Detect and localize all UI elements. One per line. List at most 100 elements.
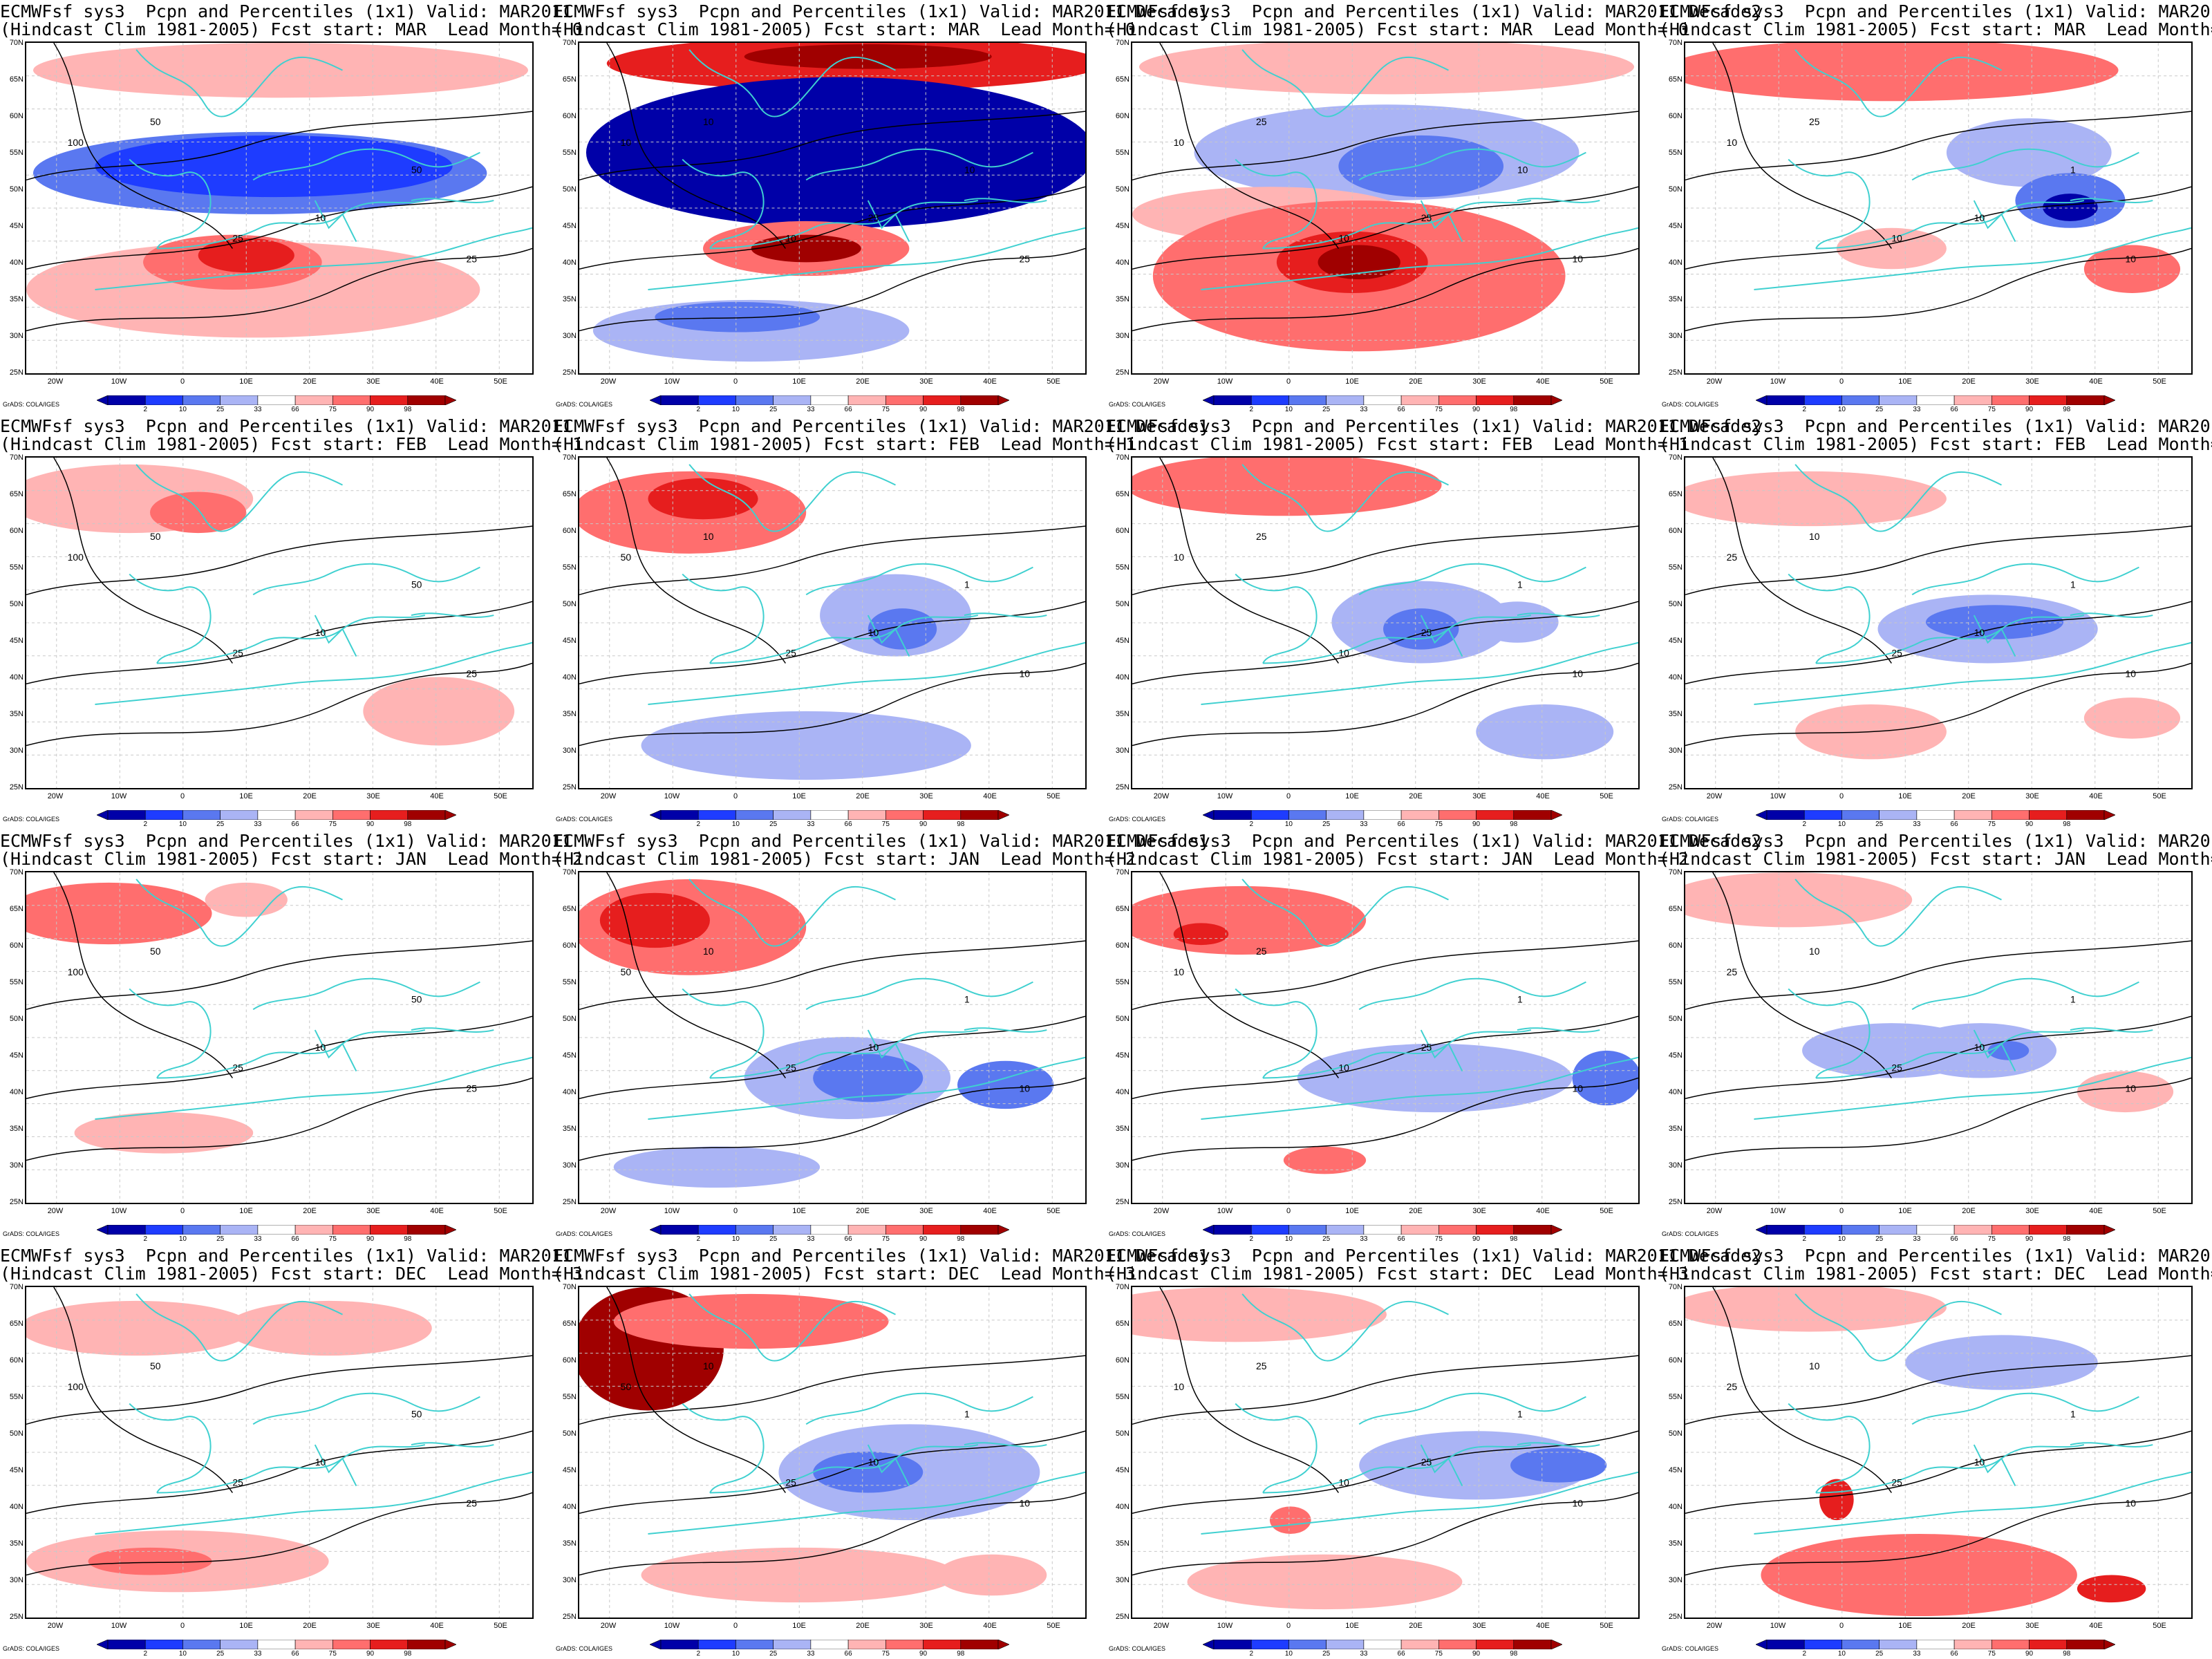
contour-label: 25 (1421, 627, 1432, 638)
latitude-tick-label: 35N (1115, 295, 1130, 303)
anomaly-region (641, 711, 971, 780)
latitude-tick-label: 35N (1115, 710, 1130, 718)
colorbar-segment (1916, 1225, 1955, 1235)
latitude-tick-label: 70N (562, 453, 577, 462)
colorbar-segment (144, 395, 183, 405)
climatology-contour (1685, 1492, 2191, 1576)
map-panel: ECMWFsf sys3 Pcpn and Percentiles (1x1) … (1659, 830, 2212, 1244)
longitude-tick-label: 40E (2089, 1622, 2103, 1630)
anomaly-region (1819, 1479, 1854, 1521)
colorbar-segment (885, 1225, 924, 1235)
colorbar-segment (1250, 810, 1289, 820)
climatology-contour (1685, 1355, 2191, 1425)
colorbar-tick-label: 75 (881, 406, 890, 413)
coastline (1201, 641, 1638, 705)
colorbar-tick-label: 66 (1950, 406, 1958, 413)
longitude-tick-label: 10E (1898, 377, 1912, 386)
colorbar-tick-label: 98 (1510, 821, 1518, 828)
anomaly-region (586, 77, 1085, 228)
latitude-tick-label: 45N (1668, 222, 1683, 230)
latitude-tick-label: 70N (9, 868, 24, 877)
colorbar-tick-label: 75 (881, 821, 890, 828)
latitude-tick-label: 35N (562, 295, 577, 303)
climatology-contour (1685, 525, 2191, 596)
colorbar-tick-label: 10 (731, 821, 740, 828)
colorbar-segment (1326, 1225, 1365, 1235)
coastline (156, 615, 426, 664)
latitude-tick-label: 55N (1668, 149, 1683, 157)
anomaly-region (1905, 1023, 2057, 1078)
anomaly-region (225, 1300, 432, 1356)
climatology-contour (26, 525, 532, 596)
contour-label: 25 (785, 1062, 796, 1074)
colorbar-segment (1250, 1640, 1289, 1649)
anomaly-region (1187, 1554, 1463, 1610)
colorbar-tick-label: 90 (366, 1650, 375, 1658)
coastline (1262, 1444, 1532, 1494)
colorbar-segment (1513, 1640, 1552, 1649)
longitude-tick-label: 10E (1345, 1622, 1359, 1630)
colorbar-arrow-high (444, 1225, 456, 1235)
longitude-tick-label: 10W (1770, 792, 1786, 800)
contour-label: 25 (1891, 1477, 1902, 1488)
latitude-tick-label: 25N (562, 368, 577, 377)
contour-label: 100 (68, 1381, 84, 1392)
colorbar-tick-label: 10 (1837, 821, 1846, 828)
coastline (709, 200, 979, 250)
colorbar-segment (257, 395, 296, 405)
climatology-contour (53, 1287, 233, 1493)
colorbar-segment (1326, 1640, 1365, 1649)
colorbar-segment (2029, 1225, 2068, 1235)
colorbar-tick-label: 90 (2025, 406, 2034, 413)
longitude-tick-label: 50E (494, 1622, 507, 1630)
grads-credit: GrADS: COLA/IGES (1662, 401, 1719, 408)
contour-label: 10 (315, 627, 326, 638)
colorbar-segment (773, 1225, 812, 1235)
colorbar-segment (1916, 1640, 1955, 1649)
contour-label: 10 (1974, 212, 1985, 223)
contour-label: 10 (703, 531, 714, 542)
latitude-tick-label: 30N (9, 332, 24, 340)
longitude-tick-label: 0 (180, 792, 185, 800)
grads-credit: GrADS: COLA/IGES (1662, 1645, 1719, 1652)
colorbar-tick-label: 10 (731, 1650, 740, 1658)
climatology-contour (1159, 458, 1339, 664)
coastline (1815, 1029, 2085, 1079)
latitude-tick-label: 25N (1115, 1613, 1130, 1621)
longitude-tick-label: 10E (792, 1207, 806, 1215)
colorbar-tick-label: 98 (957, 1235, 965, 1243)
climatology-contour (26, 940, 532, 1011)
colorbar-segment (2029, 1640, 2068, 1649)
contour-label: 50 (621, 1381, 632, 1392)
latitude-tick-label: 25N (1668, 783, 1683, 791)
colorbar-segment (1363, 1640, 1402, 1649)
colorbar-tick-label: 90 (1472, 1650, 1481, 1658)
colorbar-segment (294, 810, 333, 820)
colorbar-tick-label: 98 (957, 821, 965, 828)
longitude-tick-label: 0 (1286, 1207, 1291, 1215)
colorbar-tick-label: 2 (1802, 1235, 1806, 1243)
latitude-tick-label: 30N (1115, 747, 1130, 755)
coastline (1911, 563, 2139, 596)
colorbar-segment (1916, 810, 1955, 820)
latitude-tick-label: 30N (1668, 747, 1683, 755)
contour-label: 50 (411, 993, 422, 1004)
anomaly-region (655, 301, 821, 332)
longitude-tick-label: 10E (1898, 1622, 1912, 1630)
latitude-tick-label: 25N (1668, 1198, 1683, 1206)
colorbar-segment (144, 1225, 183, 1235)
longitude-tick-label: 20E (1962, 792, 1976, 800)
latitude-tick-label: 40N (1668, 259, 1683, 267)
coastline (95, 227, 532, 290)
colorbar-segment (1288, 810, 1327, 820)
longitude-tick-label: 10W (664, 1207, 680, 1215)
longitude-tick-label: 30E (2025, 377, 2039, 386)
climatology-contour (26, 1492, 532, 1576)
percentile-map: 50 10 25 10 1 10 (578, 456, 1087, 789)
colorbar-segment (1803, 395, 1842, 405)
colorbar-segment (810, 395, 849, 405)
longitude-tick-label: 30E (919, 377, 933, 386)
colorbar-tick-label: 10 (1284, 1235, 1293, 1243)
colorbar-arrow-low (1756, 810, 1768, 820)
